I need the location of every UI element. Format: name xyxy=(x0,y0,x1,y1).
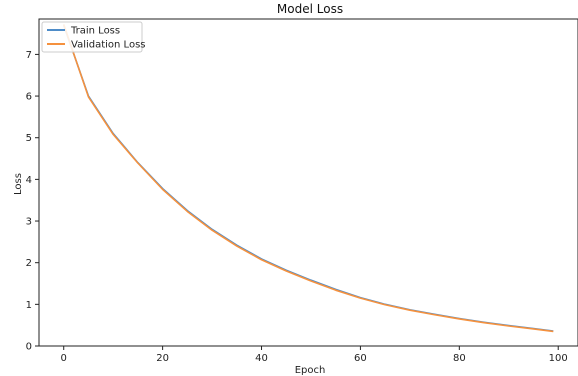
series-line-train-loss xyxy=(62,24,554,332)
legend: Train Loss Validation Loss xyxy=(41,21,146,53)
y-tick-label: 1 xyxy=(26,300,32,311)
y-tick-label: 2 xyxy=(26,258,32,269)
chart-title: Model Loss xyxy=(277,2,343,16)
x-tick-label: 40 xyxy=(255,353,268,364)
y-tick-label: 4 xyxy=(26,175,32,186)
x-axis-label: Epoch xyxy=(295,365,326,376)
plot-area xyxy=(38,18,578,347)
y-tick-label: 5 xyxy=(26,133,32,144)
y-tick-label: 3 xyxy=(26,217,32,228)
legend-label-train-loss: Train Loss xyxy=(70,26,120,37)
x-tick-label: 80 xyxy=(453,353,466,364)
y-tick-label: 7 xyxy=(26,50,32,61)
y-axis-label: Loss xyxy=(13,173,24,195)
y-tick-label: 0 xyxy=(26,342,32,353)
legend-box xyxy=(41,21,143,53)
legend-label-validation-loss: Validation Loss xyxy=(71,40,146,51)
y-tick-label: 6 xyxy=(26,92,32,103)
ticks-layer: 0 20 40 60 80 100 0 1 2 3 4 5 6 7 xyxy=(26,50,568,364)
series-layer xyxy=(62,24,554,333)
series-line-validation-loss xyxy=(62,24,554,333)
x-tick-label: 60 xyxy=(354,353,367,364)
x-tick-label: 100 xyxy=(549,353,568,364)
x-tick-label: 0 xyxy=(61,353,67,364)
x-tick-label: 20 xyxy=(156,353,169,364)
